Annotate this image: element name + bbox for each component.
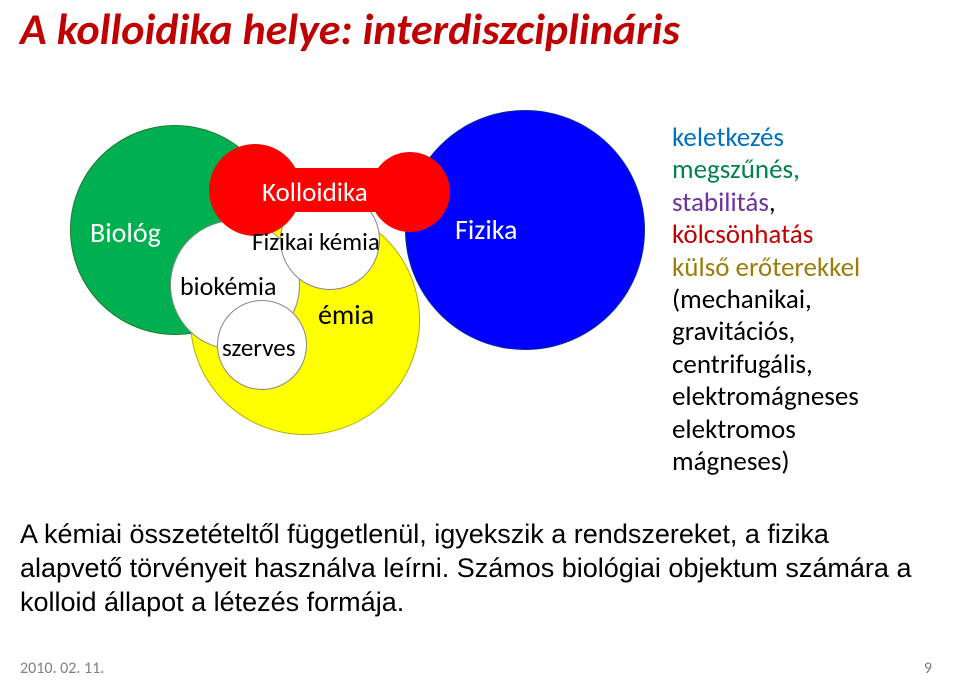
side-list-item: (mechanikai, xyxy=(672,284,860,316)
side-list-item: kölcsönhatás xyxy=(672,219,860,251)
kolloidika-lobe-right xyxy=(370,152,450,232)
side-list-item-text: elektromos xyxy=(672,413,796,446)
label-chemistry: émia xyxy=(318,300,374,331)
body-paragraph: A kémiai összetételtől függetlenül, igye… xyxy=(20,518,930,619)
side-list-item-text: stabilitás xyxy=(672,186,769,219)
side-list-item-suffix: , xyxy=(769,186,776,219)
side-list-item-text: mágneses) xyxy=(672,445,790,478)
side-list-item: megszűnés, xyxy=(672,154,860,186)
slide-title: A kolloidika helye: interdiszciplináris xyxy=(20,2,680,56)
label-physchem: Fizikai kémia xyxy=(252,228,380,256)
side-list: keletkezésmegszűnés,stabilitás,kölcsönha… xyxy=(672,122,860,478)
side-list-item-text: gravitációs, xyxy=(672,315,795,348)
side-list-item: elektromágneses xyxy=(672,381,860,413)
side-list-item-text: kölcsönhatás xyxy=(672,218,813,251)
side-list-item: centrifugális, xyxy=(672,349,860,381)
label-organic: szerves xyxy=(222,334,296,362)
side-list-item-text: keletkezés xyxy=(672,121,784,154)
side-list-item: elektromos xyxy=(672,414,860,446)
side-list-item: gravitációs, xyxy=(672,316,860,348)
label-biology: Biológ xyxy=(90,218,161,249)
side-list-item-text: megszűnés, xyxy=(672,153,800,186)
side-list-item: keletkezés xyxy=(672,122,860,154)
venn-physics xyxy=(405,110,645,350)
side-list-item: mágneses) xyxy=(672,446,860,478)
side-list-item-text: elektromágneses xyxy=(672,380,859,413)
side-list-item: külső erőterekkel xyxy=(672,252,860,284)
side-list-item: stabilitás, xyxy=(672,187,860,219)
label-physics: Fizika xyxy=(455,215,517,246)
side-list-item-text: külső erőterekkel xyxy=(672,251,860,284)
footer-date: 2010. 02. 11. xyxy=(20,659,104,678)
footer-page: 9 xyxy=(924,659,932,678)
label-kolloidika: Kolloidika xyxy=(262,178,368,208)
side-list-item-text: centrifugális, xyxy=(672,348,813,381)
label-biochem: biokémia xyxy=(180,272,276,301)
side-list-item-text: (mechanikai, xyxy=(672,283,812,316)
